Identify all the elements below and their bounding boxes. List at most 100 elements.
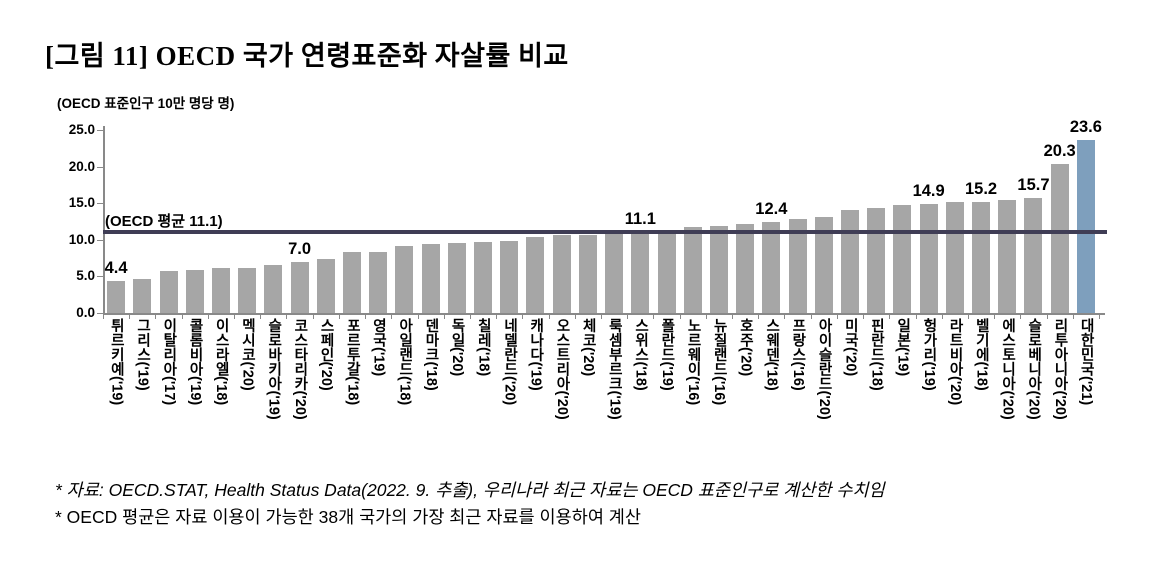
x-axis-tick [863, 315, 865, 319]
x-axis-tick [732, 315, 734, 319]
x-axis-category-label: 캐나다('19) [527, 318, 544, 391]
x-axis-category-label: 일본('19) [894, 318, 911, 377]
x-axis-tick [967, 315, 969, 319]
bar [867, 207, 886, 313]
y-axis-line [103, 126, 105, 315]
y-axis-tick-label: 5.0 [76, 268, 95, 284]
bar [709, 225, 728, 313]
bar [972, 201, 991, 313]
x-axis-tick [260, 315, 262, 319]
bar [893, 205, 912, 313]
x-axis-category-label: 오스트리아('20) [553, 318, 570, 420]
x-axis-tick [889, 315, 891, 319]
x-axis-category-label: 아이슬란드('20) [816, 318, 833, 420]
x-axis-category-label: 뉴질랜드('16) [711, 318, 728, 406]
bar [762, 222, 781, 313]
x-axis-tick [1046, 315, 1048, 319]
bar-value-label: 14.9 [912, 181, 945, 200]
oecd-average-label: (OECD 평균 11.1) [105, 212, 223, 230]
bar-value-label: 12.4 [755, 200, 788, 219]
x-axis-tick [810, 315, 812, 319]
x-axis-category-label: 에스토니아('20) [999, 318, 1016, 420]
bar [841, 209, 859, 313]
x-axis-category-label: 폴란드('19) [658, 318, 675, 391]
x-axis-category-label: 포르투갈('18) [344, 318, 361, 406]
x-axis-tick [994, 315, 996, 319]
x-axis-tick [653, 315, 655, 319]
x-axis-tick [758, 315, 760, 319]
x-axis-tick [443, 315, 445, 319]
bar [316, 258, 335, 313]
x-axis-tick [469, 315, 471, 319]
x-axis-category-label: 덴마크('18) [422, 318, 439, 391]
x-axis-category-label: 호주('20) [737, 318, 754, 377]
bar [605, 233, 624, 313]
x-axis-tick [574, 315, 576, 319]
bar [133, 279, 152, 313]
bar [814, 217, 833, 313]
x-axis-tick [601, 315, 602, 319]
source-note-data: * 자료: OECD.STAT, Health Status Data(2022… [55, 480, 885, 500]
x-axis-category-label: 헝가리('19) [920, 318, 937, 391]
bar [500, 240, 519, 313]
x-axis-category-label: 이탈리아('17) [160, 318, 177, 406]
x-axis-category-label: 프랑스('16) [789, 318, 806, 391]
bar [474, 241, 493, 313]
y-axis-tick [97, 276, 103, 278]
x-axis-tick [417, 315, 419, 319]
bar [1050, 164, 1069, 313]
bar [211, 268, 230, 313]
x-axis-category-label: 미국('20) [842, 318, 859, 377]
x-axis-category-label: 그리스('19) [134, 318, 151, 391]
x-axis-tick [548, 315, 550, 319]
x-axis-tick [181, 315, 183, 319]
bar [578, 234, 597, 313]
x-axis-category-label: 스위스('18) [632, 318, 649, 391]
x-axis-category-label: 아일랜드('18) [396, 318, 413, 406]
bar [657, 229, 676, 313]
x-axis-category-label: 라트비아('20) [947, 318, 964, 406]
x-axis-category-label: 스웨덴('18) [763, 318, 780, 391]
y-axis-tick-label: 25.0 [68, 122, 95, 137]
bar [238, 267, 257, 313]
bar [919, 203, 938, 313]
x-axis-category-label: 체코('20) [580, 318, 597, 377]
x-axis-category-label: 코스타리카('20) [291, 318, 308, 420]
x-axis-tick [338, 315, 340, 319]
x-axis-category-label: 노르웨이('16) [684, 318, 701, 406]
x-axis-tick [155, 315, 157, 319]
x-axis-tick [627, 315, 629, 319]
y-axis-tick-label: 15.0 [68, 195, 95, 211]
x-axis-tick [522, 315, 524, 319]
bar-value-label: 20.3 [1043, 142, 1076, 161]
x-axis-category-label: 네델란드('20) [501, 318, 518, 406]
x-axis-category-label: 독일('20) [449, 318, 466, 377]
x-axis-tick [1020, 315, 1022, 319]
x-axis-tick [286, 315, 288, 319]
x-axis-tick [836, 315, 838, 319]
x-axis-category-label: 리투아니아('20) [1051, 318, 1068, 420]
x-axis-tick [312, 315, 314, 319]
x-axis-tick [1072, 315, 1074, 319]
x-axis-tick [103, 315, 104, 319]
x-axis-tick [915, 315, 917, 319]
bar-value-label: 15.7 [1017, 176, 1050, 195]
source-note-average: * OECD 평균은 자료 이용이 가능한 38개 국가의 가장 최근 자료를 … [55, 507, 641, 527]
y-axis-tick-label: 20.0 [68, 158, 95, 174]
x-axis-tick [234, 315, 236, 319]
x-axis-tick [207, 315, 209, 319]
bar [107, 280, 126, 313]
oecd-average-line [103, 229, 1107, 234]
x-axis-category-label: 핀란드('18) [868, 318, 885, 391]
y-axis-tick [97, 203, 103, 205]
bar-value-label: 4.4 [104, 258, 128, 277]
bar [1024, 198, 1043, 313]
bar-value-label: 11.1 [624, 209, 656, 228]
figure-title: [그림 11] OECD 국가 연령표준화 자살률 비교 [45, 41, 569, 71]
x-axis-tick [496, 315, 498, 319]
bar-value-label: 15.2 [964, 179, 998, 198]
y-axis-tick [97, 239, 103, 241]
y-axis-tick [97, 130, 103, 131]
x-axis-category-label: 콜롬비아('19) [186, 318, 203, 406]
